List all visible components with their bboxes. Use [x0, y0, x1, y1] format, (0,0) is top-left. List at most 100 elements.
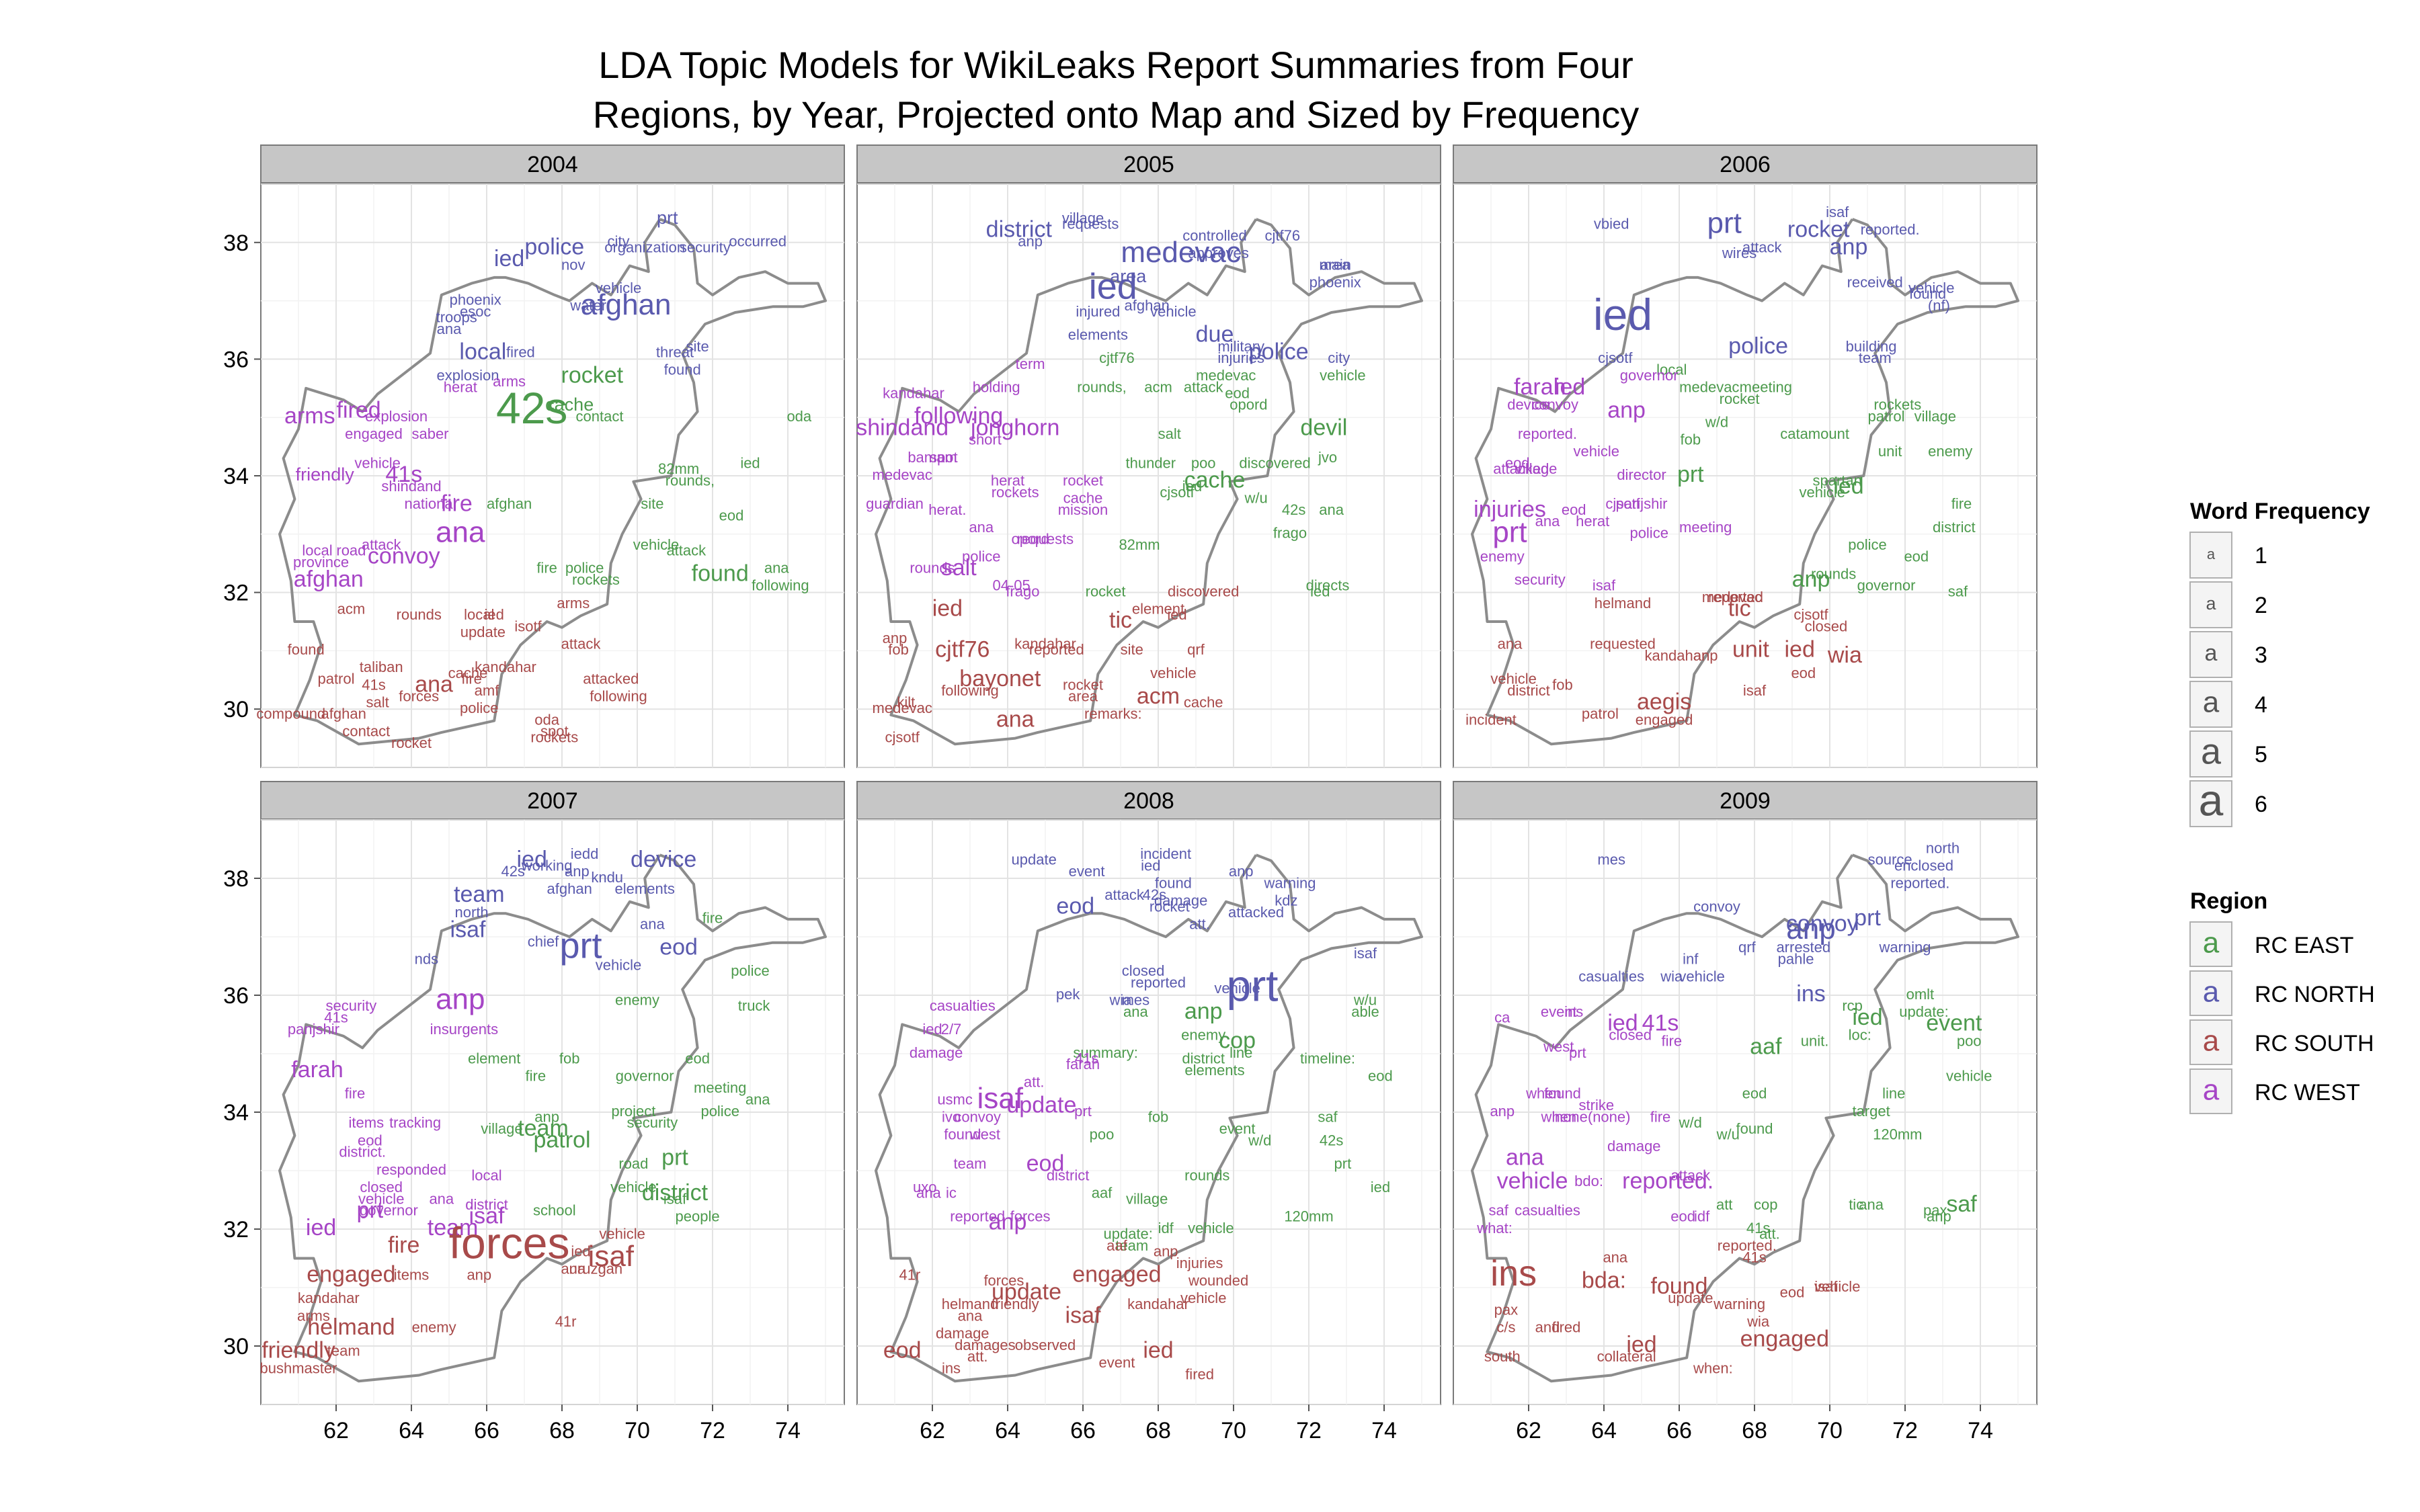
word-mark: vehicle [1814, 1278, 1860, 1295]
word-mark: bamam [908, 449, 957, 466]
title-line-2: Regions, by Year, Projected onto Map and… [592, 93, 1640, 136]
word-mark: west [969, 1126, 1000, 1143]
word-mark: team [1859, 349, 1892, 366]
word-mark: controlled [1182, 227, 1246, 244]
word-mark: phoenix [450, 291, 501, 308]
word-mark: enemy [615, 992, 659, 1009]
word-mark: cache [1184, 694, 1223, 710]
region-legend-label: RC EAST [2255, 933, 2353, 958]
word-mark: ied [1143, 1338, 1173, 1363]
word-mark: meeting [694, 1079, 746, 1096]
word-mark: cache [448, 665, 488, 681]
word-mark: eod [1742, 1085, 1767, 1102]
word-mark: vehicle [1320, 367, 1365, 384]
word-mark: site [1121, 641, 1143, 658]
word-mark: vehicle [596, 280, 641, 296]
word-mark: anp [989, 1209, 1027, 1234]
word-mark: injured [1076, 303, 1120, 320]
word-mark: 41s [385, 462, 422, 487]
word-mark: area [1110, 266, 1147, 286]
word-mark: w/u [1244, 490, 1267, 507]
x-tick-label: 72 [1296, 1418, 1322, 1443]
word-mark: 42s [496, 383, 567, 433]
word-mark: ied [1833, 473, 1863, 499]
word-mark: isaf [1814, 1278, 1838, 1295]
word-mark: short [969, 431, 1002, 448]
word-mark: uxo [913, 1179, 936, 1195]
word-mark: local [1656, 362, 1687, 378]
word-mark: shindand [381, 478, 441, 495]
strip-2006 [1453, 144, 2038, 183]
word-mark: att. [967, 1348, 988, 1365]
word-mark: wounded [1188, 1272, 1248, 1289]
word-mark: salt [1158, 425, 1181, 442]
word-mark: thunder [1125, 454, 1176, 471]
word-mark: director [1617, 466, 1666, 483]
word-mark: kandahar [1127, 1296, 1189, 1312]
word-mark: acm [1137, 683, 1180, 709]
word-mark: anp [1184, 999, 1223, 1024]
word-mark: att. [1189, 915, 1210, 932]
strip-2005 [856, 144, 1441, 183]
word-mark: south [1484, 1348, 1521, 1365]
word-mark: device [1507, 396, 1550, 413]
word-mark: team [327, 1343, 360, 1359]
word-mark: prt [1074, 1103, 1092, 1120]
word-mark: att. [1759, 1226, 1780, 1243]
word-mark: isaf [663, 1190, 687, 1207]
word-mark: cache [545, 394, 594, 415]
word-mark: (nf) [1928, 297, 1950, 314]
word-mark: anp [883, 630, 908, 646]
word-mark: esoc [460, 303, 491, 320]
strip-label: 2006 [1720, 152, 1771, 177]
word-mark: enemy [1480, 548, 1525, 564]
word-mark: inf [1683, 951, 1699, 968]
word-mark: attacked [1228, 904, 1284, 921]
word-mark: convoy [954, 1109, 1001, 1126]
word-mark: rounds, [666, 472, 715, 489]
word-mark: vehicle [1490, 671, 1536, 687]
word-mark: afghan [321, 706, 366, 722]
word-mark: usmc [937, 1091, 973, 1107]
word-mark: arrested [1776, 939, 1830, 956]
word-mark: following [590, 688, 647, 705]
word-mark: vehicle [1150, 665, 1196, 681]
word-mark: vehicle [1180, 1290, 1226, 1306]
word-mark: incident [1140, 845, 1191, 862]
word-mark: 41s [1075, 1050, 1098, 1067]
word-mark: items [349, 1114, 385, 1131]
word-mark: engaged [1072, 1262, 1161, 1288]
word-mark: shindand [856, 415, 949, 441]
word-mark: anp [1154, 1243, 1178, 1260]
word-mark: district [1182, 1050, 1225, 1067]
panel-2009: 2009mesnorthsourceenclosedreported.convo… [1453, 781, 2038, 1443]
map-outline [278, 853, 827, 1383]
word-mark: ana [996, 707, 1035, 732]
word-mark: vehicle [633, 536, 679, 553]
word-mark: damage [1154, 892, 1208, 909]
word-mark: 04-05 [992, 577, 1030, 594]
word-mark: fire [1662, 1032, 1683, 1049]
word-mark: police [460, 700, 498, 716]
word-mark: injuries [1474, 497, 1546, 522]
word-mark: cjsotf [885, 728, 920, 745]
word-mark: ana [1498, 636, 1523, 653]
size-legend-glyph: a [2205, 640, 2218, 666]
word-mark: ied [517, 847, 547, 872]
word-mark: fire [461, 671, 482, 687]
word-mark: w/u [1353, 992, 1377, 1009]
word-mark: element [468, 1050, 520, 1067]
word-mark: enemy [1928, 443, 1972, 460]
word-mark: kandahar [1645, 647, 1707, 664]
word-mark: medevac [873, 466, 932, 483]
word-mark: found [1736, 1120, 1773, 1137]
word-mark: w/d [1705, 414, 1728, 431]
word-marks: mesnorthsourceenclosedreported.convoyanp… [1476, 839, 1992, 1376]
word-mark: bdo: [1574, 1173, 1603, 1189]
word-mark: opord [1229, 396, 1267, 413]
word-mark: team [518, 1116, 569, 1141]
word-mark: nds [415, 951, 438, 968]
word-mark: ana [969, 519, 994, 536]
word-mark: anp [534, 1109, 559, 1126]
word-mark: 42s [1320, 1132, 1343, 1148]
